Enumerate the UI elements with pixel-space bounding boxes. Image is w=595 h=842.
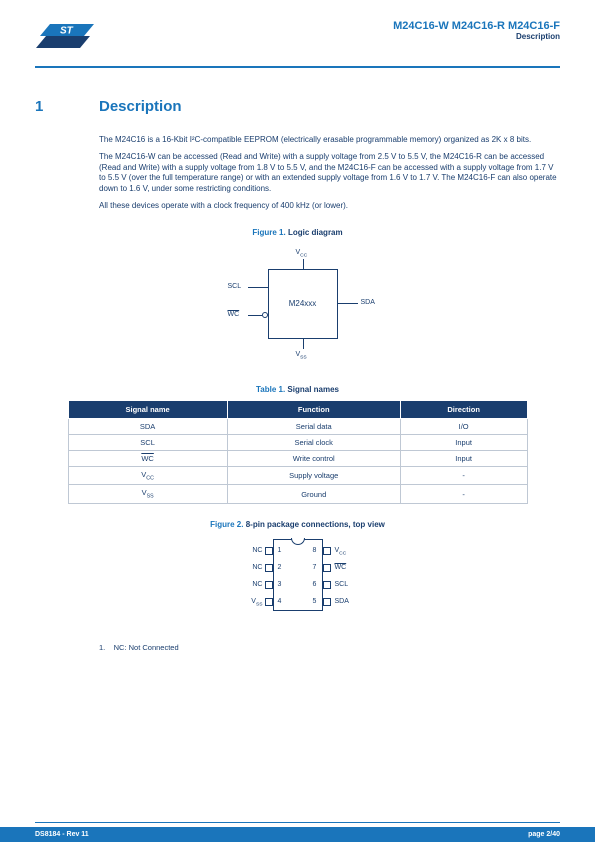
table-cell: Serial data: [227, 418, 400, 434]
header-right: M24C16-W M24C16-R M24C16-F Description: [393, 20, 560, 41]
table-cell: -: [400, 485, 527, 504]
table-cell: Supply voltage: [227, 466, 400, 485]
table-cell: SCL: [68, 434, 227, 450]
package-pin: [265, 547, 273, 555]
pin-scl-line: [248, 287, 268, 288]
st-logo: ST: [35, 20, 95, 52]
table-cell: VCC: [68, 466, 227, 485]
header-subtitle: Description: [393, 32, 560, 41]
figure1-caption: Figure 1. Logic diagram: [35, 228, 560, 237]
table-cell: Input: [400, 450, 527, 466]
table-row: WCWrite controlInput: [68, 450, 527, 466]
logic-diagram: VCC M24xxx SCL WC SDA VSS: [198, 247, 398, 367]
section-title: Description: [99, 98, 182, 115]
footer-right: page 2/40: [528, 831, 560, 838]
figure1-title: Logic diagram: [288, 228, 343, 237]
table-row: VCCSupply voltage-: [68, 466, 527, 485]
section-number: 1: [35, 98, 51, 115]
package-pin: [323, 581, 331, 589]
package-pin-label: NC: [252, 547, 262, 554]
pin-sda-label: SDA: [361, 299, 375, 306]
footer-left: DS8184 - Rev 11: [35, 831, 89, 838]
package-pin-num: 3: [278, 581, 282, 588]
svg-text:ST: ST: [60, 26, 74, 37]
package-pin: [265, 581, 273, 589]
page-header: ST M24C16-W M24C16-R M24C16-F Descriptio…: [0, 0, 595, 60]
package-pin-num: 2: [278, 564, 282, 571]
pin-wc-line: [248, 315, 262, 316]
table-cell: Input: [400, 434, 527, 450]
package-pin-label: SDA: [335, 598, 349, 605]
package-pin-num: 7: [313, 564, 317, 571]
package-pin: [265, 564, 273, 572]
footnote-text: NC: Not Connected: [114, 643, 179, 652]
paragraph-3: All these devices operate with a clock f…: [99, 201, 560, 212]
pin-vss-label: VSS: [296, 351, 307, 360]
logic-box: M24xxx: [268, 269, 338, 339]
pin-wc-bubble: [262, 312, 268, 318]
th-function: Function: [227, 400, 400, 418]
table-row: SCLSerial clockInput: [68, 434, 527, 450]
package-pin-label: SCL: [335, 581, 349, 588]
package-pin-label: NC: [252, 581, 262, 588]
table1-num: Table 1.: [256, 385, 285, 394]
table-header-row: Signal name Function Direction: [68, 400, 527, 418]
footnote: 1. NC: Not Connected: [99, 643, 560, 652]
header-title: M24C16-W M24C16-R M24C16-F: [393, 20, 560, 32]
package-pin-label: WC: [335, 564, 347, 571]
table-cell: Ground: [227, 485, 400, 504]
table-cell: I/O: [400, 418, 527, 434]
package-pin: [265, 598, 273, 606]
package-pin-num: 1: [278, 547, 282, 554]
pin-wc-label: WC: [228, 311, 240, 318]
table-cell: WC: [68, 450, 227, 466]
pin-scl-label: SCL: [228, 283, 242, 290]
footnote-num: 1.: [99, 643, 105, 652]
table-row: VSSGround-: [68, 485, 527, 504]
table1-title: Signal names: [287, 385, 339, 394]
paragraph-2: The M24C16-W can be accessed (Read and W…: [99, 152, 560, 195]
package-pin-num: 5: [313, 598, 317, 605]
package-pin: [323, 547, 331, 555]
table1-caption: Table 1. Signal names: [35, 385, 560, 394]
footer-bar: DS8184 - Rev 11 page 2/40: [0, 827, 595, 842]
table-row: SDASerial dataI/O: [68, 418, 527, 434]
pin-vss-line: [303, 339, 304, 349]
table-cell: Write control: [227, 450, 400, 466]
package-pin-label: VCC: [335, 547, 347, 556]
package-pin-label: VSS: [251, 598, 262, 607]
th-direction: Direction: [400, 400, 527, 418]
package-pin-num: 8: [313, 547, 317, 554]
package-pin-num: 6: [313, 581, 317, 588]
table-cell: SDA: [68, 418, 227, 434]
figure2-caption: Figure 2. 8-pin package connections, top…: [35, 520, 560, 529]
figure2-num: Figure 2.: [210, 520, 243, 529]
table-cell: Serial clock: [227, 434, 400, 450]
section-heading: 1 Description: [35, 98, 560, 115]
figure1-num: Figure 1.: [252, 228, 285, 237]
pin-vcc-line: [303, 259, 304, 269]
package-pin: [323, 564, 331, 572]
th-signal: Signal name: [68, 400, 227, 418]
package-pin-label: NC: [252, 564, 262, 571]
paragraph-1: The M24C16 is a 16-Kbit I²C-compatible E…: [99, 135, 560, 146]
table-cell: -: [400, 466, 527, 485]
footer-rule: [35, 822, 560, 823]
package-pin: [323, 598, 331, 606]
pin-vcc-label: VCC: [296, 249, 308, 258]
package-diagram: 1 NC 8 VCC 2 NC 7 WC 3 NC 6 SCL 4 VSS 5 SDA: [233, 539, 363, 619]
table-cell: VSS: [68, 485, 227, 504]
content: 1 Description The M24C16 is a 16-Kbit I²…: [0, 68, 595, 652]
page-footer: DS8184 - Rev 11 page 2/40: [0, 822, 595, 842]
pin-sda-line: [338, 303, 358, 304]
signal-table: Signal name Function Direction SDASerial…: [68, 400, 528, 504]
figure2-title: 8-pin package connections, top view: [246, 520, 385, 529]
package-pin-num: 4: [278, 598, 282, 605]
